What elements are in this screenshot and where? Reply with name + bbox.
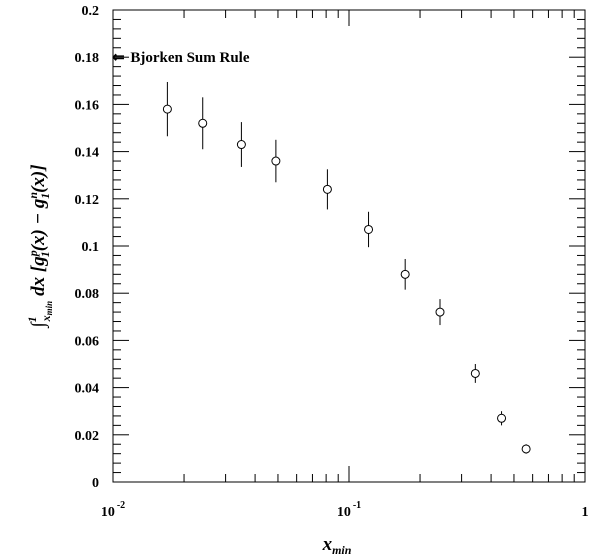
x-tick-base: 10 — [101, 505, 115, 520]
y-tick-label: 0.14 — [75, 146, 100, 161]
plot-frame — [112, 9, 586, 483]
point-marker — [364, 224, 374, 234]
y-axis-upper-limit: 1 — [25, 316, 39, 322]
point-marker — [435, 307, 445, 317]
annotation-arrow: ⇐ — [112, 50, 125, 66]
y-tick-label: 0.1 — [82, 240, 100, 255]
point-marker — [400, 269, 410, 279]
data-point — [322, 169, 332, 210]
data-point — [198, 97, 208, 150]
data-point — [271, 139, 281, 183]
x-tick-label: 1 — [582, 505, 589, 520]
point-marker — [198, 118, 208, 128]
data-point — [470, 364, 480, 383]
y-axis-integrand: dx [g — [28, 256, 49, 296]
y-axis-tail: (x)] — [28, 164, 49, 192]
x-tick-labels: 10 -2 10 -1 1 — [101, 500, 589, 520]
y-tick-label: 0.12 — [75, 193, 100, 208]
x-axis-title-sub: min — [332, 543, 352, 557]
point-marker — [162, 104, 172, 114]
x-axis-title: xmin — [322, 534, 352, 557]
x-tick-label: 10 -1 — [337, 500, 361, 520]
y-axis-n-super: n — [26, 192, 40, 199]
y-axis-title: ∫1xmindx [gp1(x) − gn1(x)] — [25, 164, 54, 328]
y-axis-n-sub: 1 — [38, 193, 52, 199]
x-tick-base: 10 — [337, 505, 351, 520]
x-tick-exponent: -2 — [117, 500, 125, 511]
data-point — [497, 411, 507, 426]
y-tick-label: 0.08 — [75, 287, 100, 302]
x-tick-base: 1 — [582, 505, 589, 520]
data-point — [400, 258, 410, 290]
y-tick-label: 0.04 — [75, 382, 100, 397]
y-axis-p-super: p — [26, 250, 40, 257]
point-marker — [521, 444, 531, 454]
y-axis-mid: (x) − g — [28, 199, 49, 252]
y-tick-label: 0.18 — [75, 51, 100, 66]
point-marker — [271, 156, 281, 166]
point-marker — [497, 413, 507, 423]
y-tick-label: 0.02 — [75, 429, 100, 444]
y-tick-label: 0.06 — [75, 334, 100, 349]
y-tick-label: 0 — [92, 476, 99, 491]
data-point — [364, 211, 374, 248]
y-tick-label: 0.16 — [75, 98, 100, 113]
annotation-text: ⇐ Bjorken Sum Rule — [112, 50, 250, 66]
data-point — [521, 444, 531, 454]
y-tick-label: 0.2 — [82, 4, 100, 19]
x-tick-label: 10 -2 — [101, 500, 125, 520]
x-axis-title-base: x — [322, 534, 333, 555]
axis-ticks — [112, 9, 586, 483]
point-marker — [470, 368, 480, 378]
annotation-label: Bjorken Sum Rule — [130, 50, 250, 66]
y-axis-lower-var: x — [39, 315, 53, 322]
y-tick-labels: 0 0.02 0.04 0.06 0.08 0.1 0.12 0.14 0.16 0.18 0.2 — [75, 4, 100, 491]
point-marker — [322, 184, 332, 194]
y-axis-p-sub: 1 — [38, 251, 52, 257]
y-axis-lower-sub: min — [44, 301, 54, 316]
point-marker — [236, 140, 246, 150]
data-point — [236, 122, 246, 167]
data-point — [162, 81, 172, 137]
data-point — [435, 299, 445, 326]
bjorken-annotation: ⇐ Bjorken Sum Rule — [112, 50, 250, 66]
data-points — [162, 81, 531, 454]
y-axis-integral: ∫ — [28, 321, 50, 329]
x-tick-exponent: -1 — [353, 500, 361, 511]
